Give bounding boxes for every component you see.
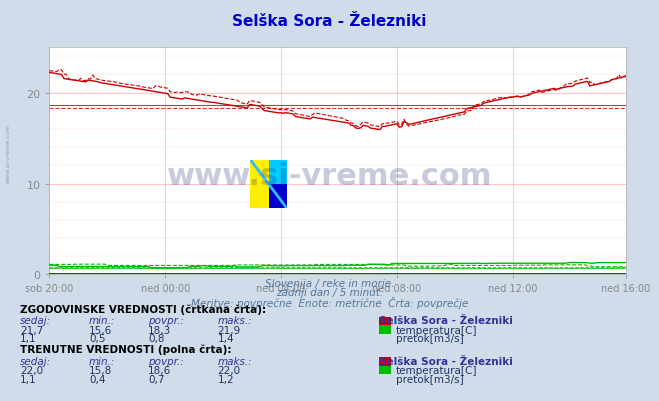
Text: temperatura[C]: temperatura[C] (396, 365, 478, 375)
Text: 21,7: 21,7 (20, 325, 43, 335)
Text: 1,4: 1,4 (217, 334, 234, 344)
Text: povpr.:: povpr.: (148, 316, 184, 326)
Text: TRENUTNE VREDNOSTI (polna črta):: TRENUTNE VREDNOSTI (polna črta): (20, 344, 231, 354)
Text: 15,6: 15,6 (89, 325, 112, 335)
Text: 1,2: 1,2 (217, 374, 234, 384)
Bar (269, 160, 287, 184)
Text: povpr.:: povpr.: (148, 356, 184, 366)
Text: 1,1: 1,1 (20, 334, 36, 344)
Bar (250, 160, 269, 209)
Text: 18,3: 18,3 (148, 325, 171, 335)
Text: 0,5: 0,5 (89, 334, 105, 344)
Text: sedaj:: sedaj: (20, 316, 51, 326)
Text: ZGODOVINSKE VREDNOSTI (črtkana črta):: ZGODOVINSKE VREDNOSTI (črtkana črta): (20, 304, 266, 314)
Text: Selška Sora - Železniki: Selška Sora - Železniki (379, 316, 513, 326)
Text: 0,7: 0,7 (148, 374, 165, 384)
Text: Selška Sora - Železniki: Selška Sora - Železniki (233, 14, 426, 29)
Text: pretok[m3/s]: pretok[m3/s] (396, 374, 464, 384)
Text: 22,0: 22,0 (217, 365, 241, 375)
Text: maks.:: maks.: (217, 356, 252, 366)
Text: 18,6: 18,6 (148, 365, 171, 375)
Text: 0,4: 0,4 (89, 374, 105, 384)
Text: Meritve: povprečne  Enote: metrične  Črta: povprečje: Meritve: povprečne Enote: metrične Črta:… (191, 296, 468, 308)
Text: www.si-vreme.com: www.si-vreme.com (167, 162, 492, 191)
Text: 22,0: 22,0 (20, 365, 43, 375)
Text: sedaj:: sedaj: (20, 356, 51, 366)
Text: min.:: min.: (89, 356, 115, 366)
Text: zadnji dan / 5 minut.: zadnji dan / 5 minut. (276, 288, 383, 298)
Text: 15,8: 15,8 (89, 365, 112, 375)
Text: 1,1: 1,1 (20, 374, 36, 384)
Text: 0,8: 0,8 (148, 334, 165, 344)
Text: Slovenija / reke in morje.: Slovenija / reke in morje. (265, 279, 394, 289)
Text: temperatura[C]: temperatura[C] (396, 325, 478, 335)
Text: www.si-vreme.com: www.si-vreme.com (5, 123, 11, 182)
Text: 21,9: 21,9 (217, 325, 241, 335)
Text: maks.:: maks.: (217, 316, 252, 326)
Text: Selška Sora - Železniki: Selška Sora - Železniki (379, 356, 513, 366)
Text: pretok[m3/s]: pretok[m3/s] (396, 334, 464, 344)
Text: min.:: min.: (89, 316, 115, 326)
Bar (269, 184, 287, 209)
